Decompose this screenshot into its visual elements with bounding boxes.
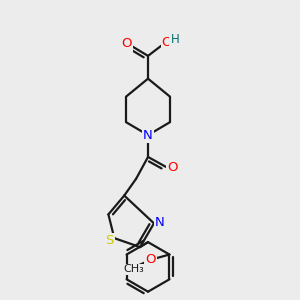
Text: S: S	[105, 234, 114, 247]
Text: N: N	[143, 129, 153, 142]
Text: O: O	[167, 161, 178, 174]
Text: N: N	[155, 216, 165, 229]
Text: CH₃: CH₃	[123, 264, 144, 274]
Text: O: O	[146, 253, 156, 266]
Text: O: O	[121, 38, 131, 50]
Text: O: O	[162, 37, 172, 50]
Text: H: H	[170, 32, 179, 46]
